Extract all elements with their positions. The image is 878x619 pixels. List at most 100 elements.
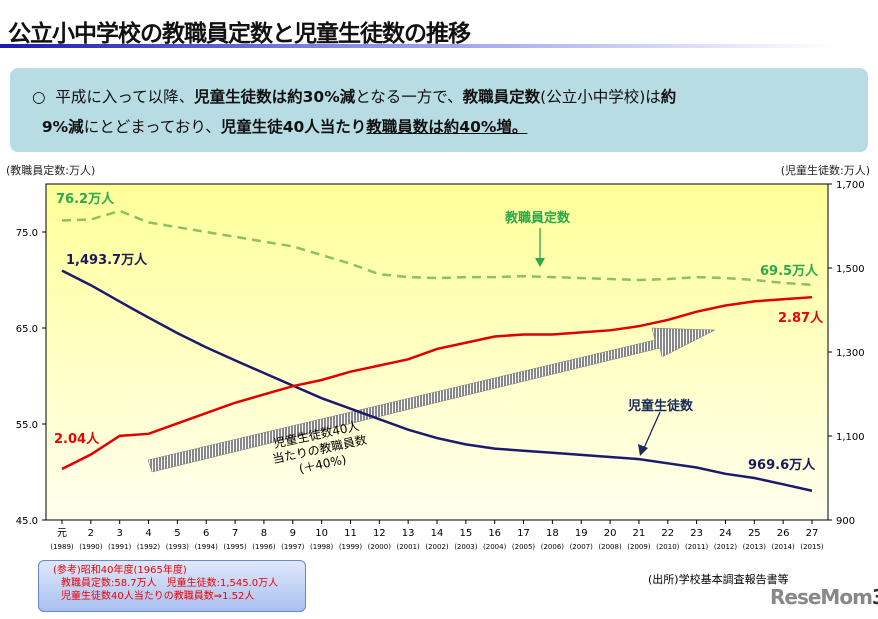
left-y-tick-label: 55.0: [16, 420, 38, 431]
x-tick-label: 27: [806, 528, 819, 539]
x-tick-label: 25: [748, 528, 761, 539]
right-y-tick-label: 1,300: [836, 348, 865, 359]
x-tick-label: 24: [719, 528, 732, 539]
x-tick-label: 7: [232, 528, 238, 539]
x-tick-sublabel: (2005): [512, 543, 536, 551]
x-tick-label: 21: [633, 528, 646, 539]
text: 児童生徒40人当たり: [220, 118, 367, 136]
x-tick-label: 元: [57, 528, 67, 539]
x-tick-sublabel: (1991): [108, 543, 132, 551]
x-tick-sublabel: (1995): [223, 543, 247, 551]
x-tick-label: 14: [431, 528, 444, 539]
text: 9%減: [41, 118, 84, 136]
left-y-tick-label: 75.0: [16, 228, 38, 239]
text: (参考)昭和40年度(1965年度): [53, 565, 187, 576]
text: (公立小中学校)は: [540, 88, 661, 106]
x-tick-sublabel: (2006): [541, 543, 565, 551]
right-y-tick-label: 1,500: [836, 264, 865, 275]
x-tick-sublabel: (2015): [800, 543, 824, 551]
series-line-0: [61, 209, 813, 287]
x-tick-sublabel: (2010): [656, 543, 680, 551]
x-tick-label: 10: [315, 528, 328, 539]
x-tick-sublabel: (1990): [79, 543, 103, 551]
ratio-end-label: 2.87人: [778, 311, 824, 326]
x-tick-sublabel: (1999): [339, 543, 363, 551]
x-tick-label: 19: [575, 528, 588, 539]
text: 教職員数は約40%増。: [366, 118, 528, 136]
x-tick-label: 13: [402, 528, 415, 539]
text: 児童生徒数は約30%減: [194, 88, 356, 106]
right-axis-label: (児童生徒数:万人): [780, 164, 870, 177]
source-note: (出所)学校基本調査報告書等: [648, 573, 789, 586]
bullet: ○: [32, 88, 46, 106]
x-tick-label: 23: [690, 528, 703, 539]
right-y-tick-label: 1,100: [836, 432, 865, 443]
student-pointer: [643, 411, 661, 449]
text: 児童生徒数40人当たりの教職員数⇒1.52人: [61, 591, 255, 602]
x-tick-sublabel: (2007): [570, 543, 594, 551]
page-title: 公立小中学校の教職員定数と児童生徒数の推移: [8, 21, 471, 47]
x-tick-label: 5: [174, 528, 180, 539]
x-tick-sublabel: (2013): [743, 543, 767, 551]
x-tick-label: 18: [546, 528, 559, 539]
x-tick-label: 4: [145, 528, 151, 539]
x-tick-label: 20: [604, 528, 617, 539]
x-tick-sublabel: (2004): [483, 543, 507, 551]
title-underline: [0, 44, 878, 48]
x-tick-label: 16: [488, 528, 501, 539]
x-tick-sublabel: (1992): [137, 543, 161, 551]
watermark-text: ReseMom: [770, 585, 873, 609]
x-tick-sublabel: (1989): [50, 543, 74, 551]
teacher-start-label: 76.2万人: [56, 192, 115, 207]
x-tick-sublabel: (1996): [252, 543, 276, 551]
x-tick-sublabel: (2009): [627, 543, 651, 551]
x-tick-label: 2: [88, 528, 94, 539]
x-tick-sublabel: (1993): [166, 543, 190, 551]
text: 教職員定数:58.7万人 児童生徒数:1,545.0万人: [61, 578, 279, 589]
text: にとどまっており、: [83, 118, 221, 136]
x-tick-sublabel: (1994): [195, 543, 219, 551]
left-axis-label: (教職員定数:万人): [6, 164, 96, 177]
watermark-logo: ReseMom3: [770, 585, 878, 609]
x-tick-sublabel: (2012): [714, 543, 738, 551]
text: 約: [660, 88, 677, 106]
x-tick-sublabel: (2001): [397, 543, 421, 551]
x-tick-label: 3: [117, 528, 123, 539]
x-tick-sublabel: (2002): [425, 543, 449, 551]
student-start-label: 1,493.7万人: [66, 253, 148, 268]
x-tick-label: 6: [203, 528, 209, 539]
x-tick-sublabel: (2014): [772, 543, 796, 551]
x-tick-label: 8: [261, 528, 267, 539]
text: となる一方で、: [355, 88, 463, 106]
x-tick-sublabel: (2003): [454, 543, 478, 551]
x-tick-sublabel: (2011): [685, 543, 709, 551]
text: 教職員定数: [462, 88, 541, 106]
x-tick-label: 26: [777, 528, 790, 539]
increase-arrow: [147, 327, 716, 473]
x-tick-label: 15: [459, 528, 472, 539]
x-tick-sublabel: (1998): [310, 543, 334, 551]
x-tick-label: 11: [344, 528, 357, 539]
left-y-tick-label: 65.0: [16, 324, 38, 335]
right-y-tick-label: 900: [836, 516, 855, 527]
reference-note: (参考)昭和40年度(1965年度) 教職員定数:58.7万人 児童生徒数:1,…: [38, 560, 306, 612]
x-tick-label: 12: [373, 528, 386, 539]
x-tick-sublabel: (2000): [368, 543, 392, 551]
x-tick-sublabel: (1997): [281, 543, 305, 551]
x-tick-label: 17: [517, 528, 530, 539]
student-pointer-head: [638, 444, 648, 456]
chart: 元 (1989) 2 (1990) 3 (1991) 4 (1992) 5 (1993) 6 (199…: [16, 180, 865, 551]
text: 平成に入って以降、: [55, 88, 195, 106]
summary-banner: ○ 平成に入って以降、児童生徒数は約30%減となる一方で、教職員定数(公立小中学…: [10, 68, 868, 152]
x-tick-sublabel: (2008): [598, 543, 622, 551]
page-number: 3: [872, 585, 878, 609]
x-tick-label: 9: [290, 528, 296, 539]
ratio-start-label: 2.04人: [54, 432, 100, 447]
student-series-label: 児童生徒数: [628, 399, 694, 414]
x-tick-label: 22: [661, 528, 674, 539]
teacher-end-label: 69.5万人: [760, 264, 819, 279]
teacher-series-label: 教職員定数: [505, 211, 571, 226]
left-y-tick-label: 45.0: [16, 516, 38, 527]
student-end-label: 969.6万人: [748, 458, 816, 473]
right-y-tick-label: 1,700: [836, 180, 865, 191]
